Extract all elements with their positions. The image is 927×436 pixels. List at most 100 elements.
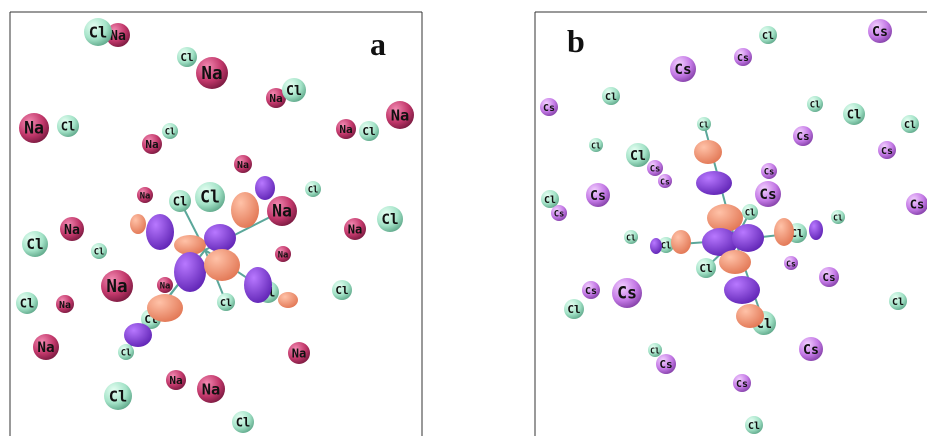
atom-label: Cs	[543, 103, 555, 114]
orbital-lobe	[809, 220, 823, 240]
atom-label: Cs	[650, 165, 661, 175]
atom-label: Cl	[121, 349, 132, 359]
orbital-lobe	[124, 323, 152, 347]
atom-label: Cs	[822, 271, 835, 284]
atom-label: Cl	[26, 237, 43, 253]
figure: Na Cl Cl Na Na Cl Na Cl Cl Na Na Cl Na Na Cl Na Cl Cl Na Cl…	[0, 0, 927, 436]
atom-label: Cs	[872, 25, 888, 40]
orbital-lobe	[174, 252, 206, 292]
orbital-lobe	[130, 214, 146, 234]
atom-label: Cl	[810, 101, 821, 111]
atom-label: Cs	[796, 130, 809, 143]
atom-label: Na	[391, 107, 410, 125]
atom-label: Cs	[910, 198, 925, 212]
atom-label: Cs	[736, 379, 748, 390]
atom-label: Cl	[605, 92, 617, 103]
atom-label: Cl	[94, 248, 105, 258]
atom-label: Cl	[180, 51, 193, 64]
atom-label: Cl	[335, 284, 348, 297]
atom-label: Cl	[661, 242, 672, 252]
orbital-lobe	[694, 140, 722, 164]
atom-label: Cs	[881, 146, 893, 157]
atom-label: Na	[292, 347, 307, 361]
atom-label: Cl	[762, 31, 774, 42]
atom-label: Na	[37, 340, 54, 356]
atom-label: Cl	[200, 188, 220, 207]
atom-label: Na	[64, 223, 80, 238]
atom-label: Cl	[165, 128, 176, 138]
orbital-lobe	[278, 292, 298, 308]
atom-label: Na	[269, 92, 282, 105]
atom-label: Cs	[674, 62, 691, 78]
orbital-lobe	[204, 224, 236, 252]
orbital-lobe	[732, 224, 764, 252]
atom-label: Cs	[554, 210, 565, 220]
atom-label: Na	[106, 277, 127, 297]
atom-label: Cl	[833, 214, 843, 223]
atom-label: Na	[145, 138, 158, 151]
panel-label: a	[370, 26, 386, 62]
atom-label: Cl	[745, 209, 756, 219]
orbital-lobe	[650, 238, 662, 254]
atom-label: Cl	[61, 120, 76, 134]
atom-label: Na	[339, 123, 352, 136]
atom-label: Cs	[585, 286, 597, 297]
orbital-lobe	[671, 230, 691, 254]
atom-label: Na	[24, 119, 44, 138]
atom-label: Cl	[650, 347, 660, 356]
orbital-lobe	[255, 176, 275, 200]
atom-label: Na	[272, 202, 292, 221]
atom-label: Cs	[660, 178, 670, 187]
atom-label: Cs	[764, 168, 775, 178]
atom-label: Cs	[617, 284, 637, 303]
atom-label: Cl	[626, 234, 636, 243]
atom-label: Cl	[381, 212, 398, 228]
orbital-lobe	[146, 214, 174, 250]
atom-label: Na	[348, 223, 363, 237]
panel-label: b	[567, 23, 585, 59]
atom-label: Na	[237, 160, 249, 171]
atom-label: Cl	[567, 303, 580, 316]
orbital-lobe	[244, 267, 272, 303]
atom-label: Cl	[20, 297, 35, 311]
atom-label: Na	[140, 192, 151, 202]
atom-label: Na	[160, 282, 171, 292]
orbital-lobe	[736, 304, 764, 328]
atom-label: Cl	[904, 120, 916, 131]
atom-label: Na	[169, 374, 182, 387]
atom-label: Cl	[308, 186, 319, 196]
atom-label: Na	[201, 64, 222, 84]
atom-label: Cl	[699, 262, 712, 275]
atom-label: Cl	[847, 108, 862, 122]
atom-label: Cs	[803, 343, 819, 358]
orbital-lobe	[231, 192, 259, 228]
orbital-lobe	[724, 276, 760, 304]
atom-label: Cl	[173, 195, 188, 209]
atom-label: Cl	[630, 149, 646, 164]
atom-label: Na	[110, 29, 126, 44]
atom-label: Na	[202, 381, 221, 399]
atom-label: Cl	[286, 84, 302, 99]
atom-label: Cs	[737, 53, 749, 64]
atom-label: Na	[278, 251, 289, 261]
orbital-lobe	[204, 249, 240, 281]
atom-label: Cl	[591, 142, 601, 151]
atom-label: Cl	[236, 416, 251, 430]
atom-label: Cl	[699, 121, 709, 130]
atom-label: Cs	[786, 260, 796, 269]
atom-label: Cl	[748, 421, 760, 432]
atom-label: Cs	[759, 187, 776, 203]
atom-label: Cl	[892, 297, 904, 308]
orbital-lobe	[147, 294, 183, 322]
atom-label: Cl	[544, 195, 556, 206]
atom-label: Cl	[109, 388, 128, 406]
orbital-lobe	[774, 218, 794, 246]
orbital-lobe	[696, 171, 732, 195]
orbital-lobe	[719, 250, 751, 274]
atom-label: Na	[59, 300, 71, 311]
atom-label: Cl	[220, 298, 232, 309]
atom-label: Cs	[590, 189, 606, 204]
atom-label: Cl	[89, 24, 108, 42]
